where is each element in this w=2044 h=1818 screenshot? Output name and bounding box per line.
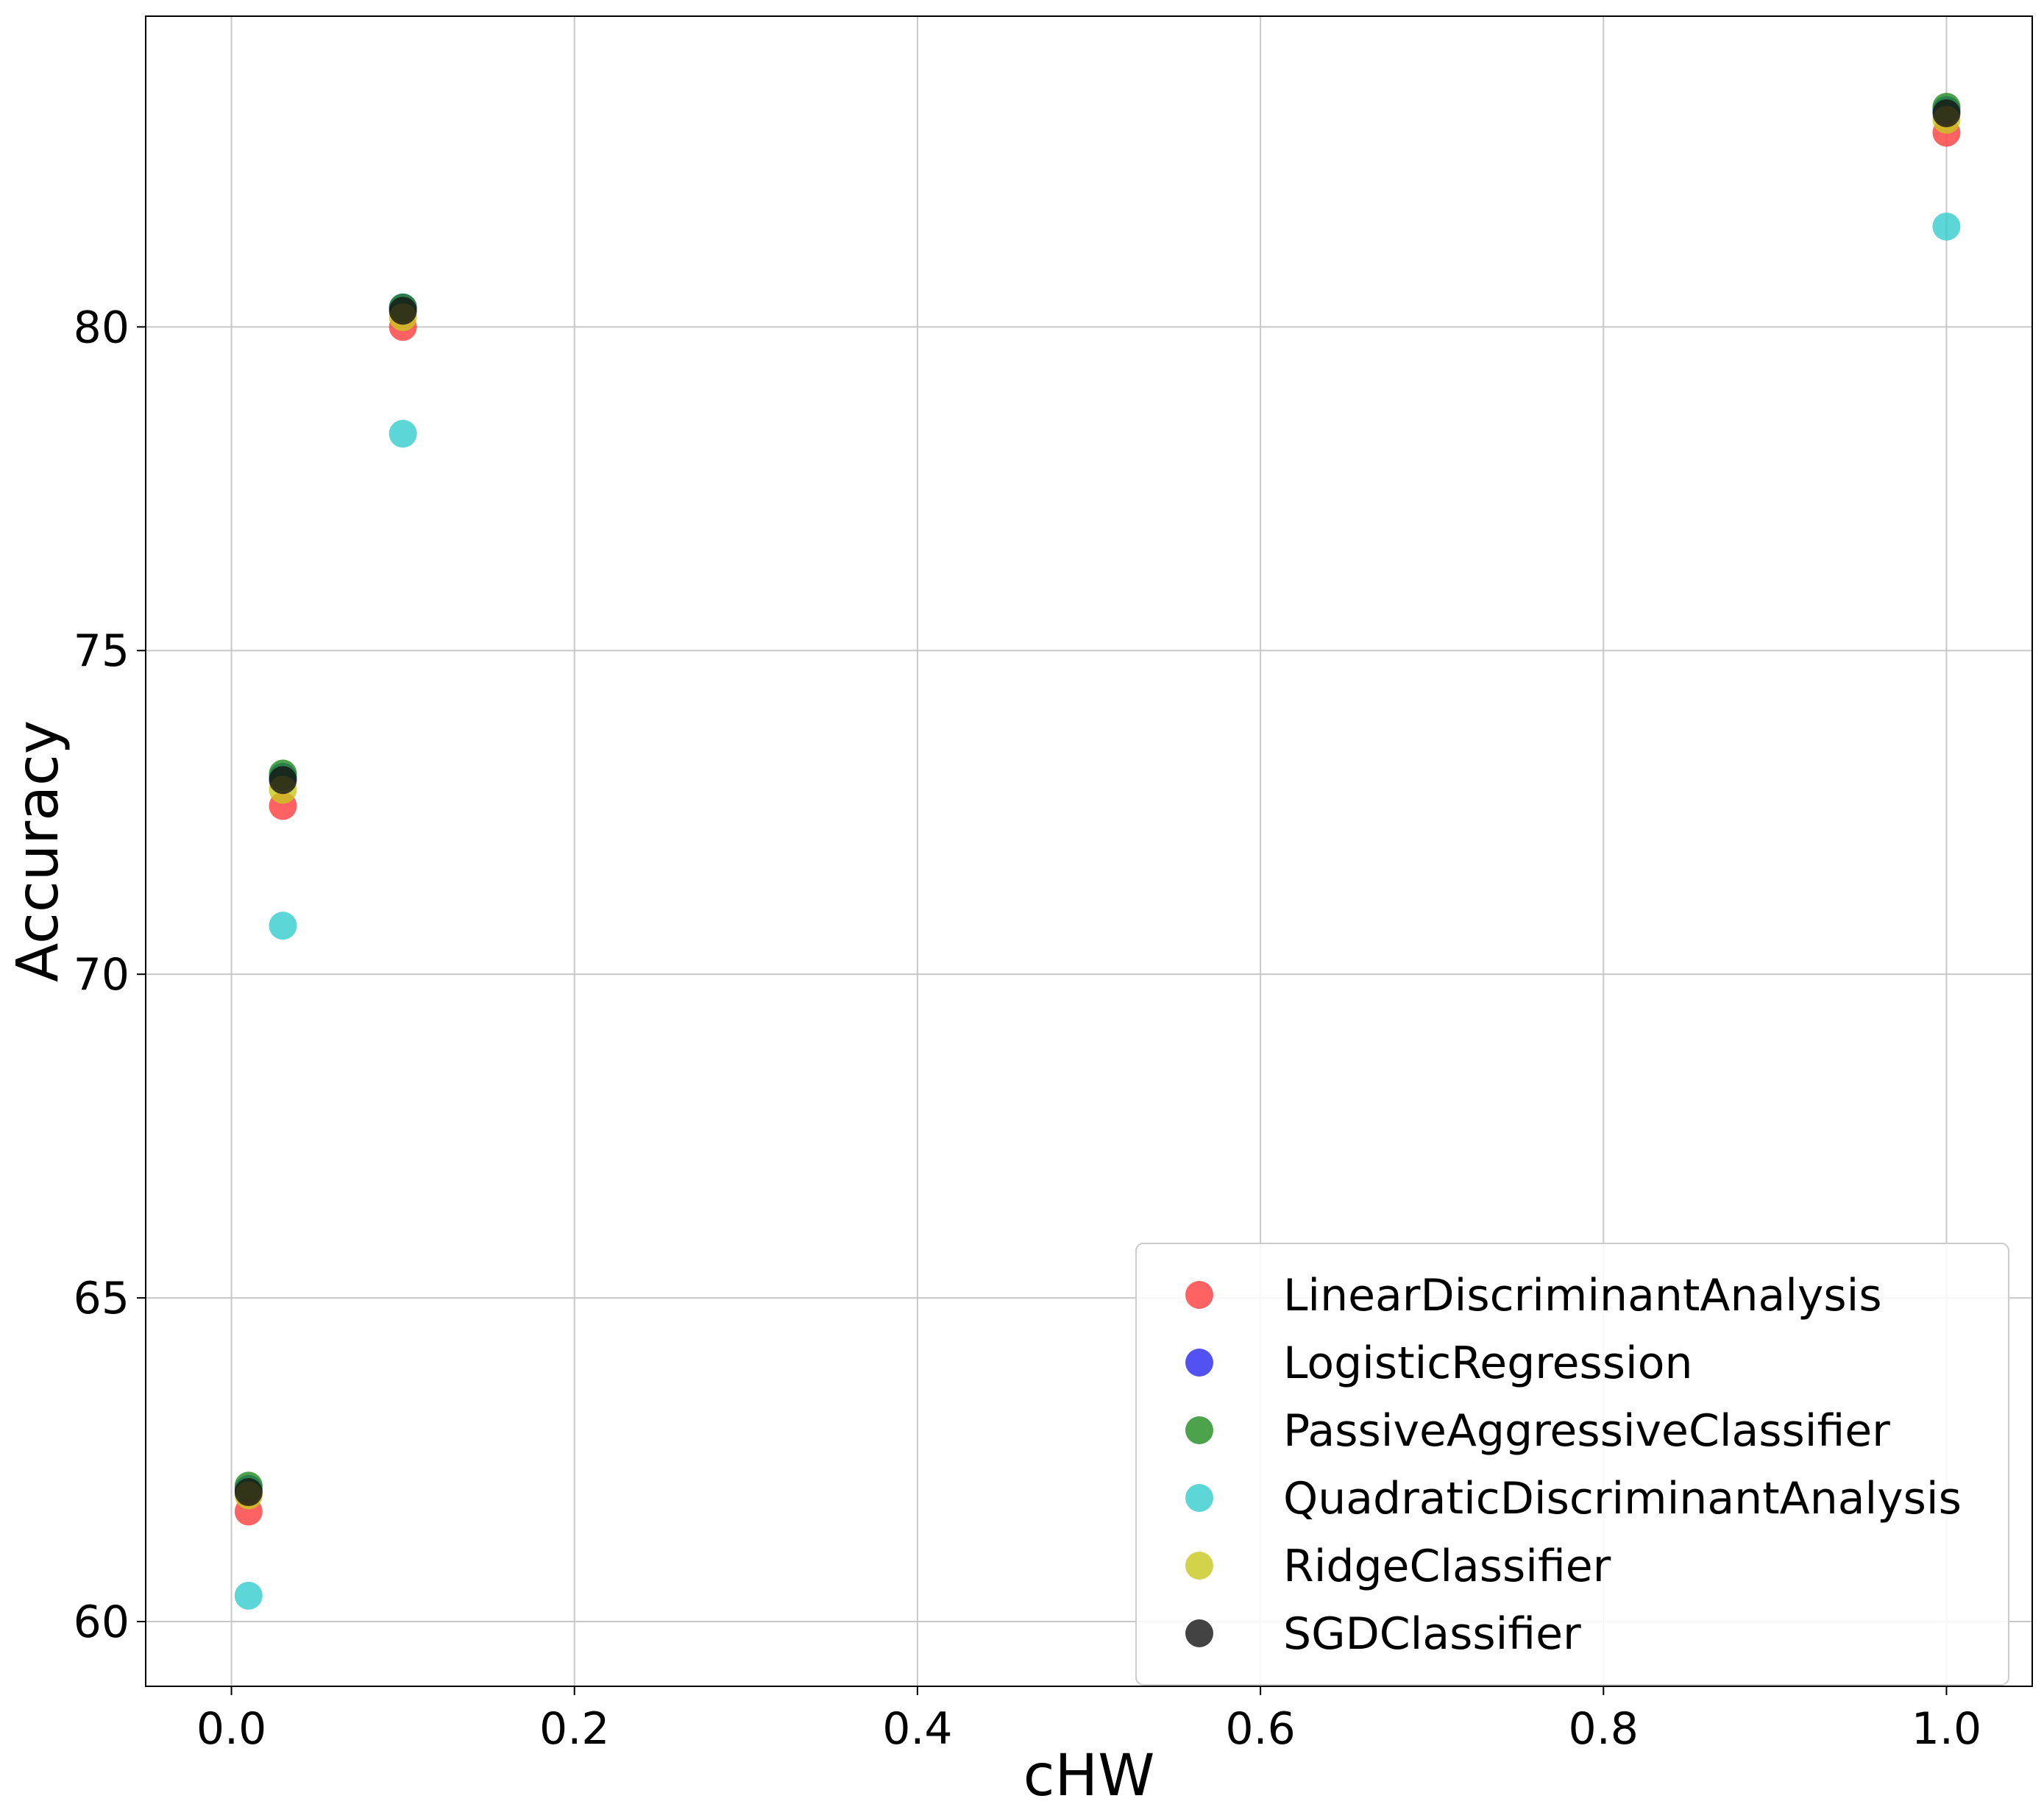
y-tick-label: 75 bbox=[74, 625, 129, 677]
scatter-point bbox=[269, 912, 297, 940]
x-tick-label: 0.4 bbox=[882, 1703, 952, 1755]
y-tick-label: 60 bbox=[74, 1597, 129, 1648]
legend-label: RidgeClassifier bbox=[1283, 1541, 1611, 1592]
scatter-point bbox=[1932, 99, 1961, 127]
scatter-point bbox=[234, 1478, 263, 1507]
x-tick-label: 0.0 bbox=[196, 1703, 266, 1755]
y-tick-label: 70 bbox=[74, 949, 129, 1001]
legend: LinearDiscriminantAnalysis LogisticRegres… bbox=[1135, 1243, 2009, 1686]
y-axis-ticks: 60 65 70 75 80 bbox=[74, 302, 146, 1648]
plot-frame bbox=[145, 15, 2033, 1687]
legend-label: LogisticRegression bbox=[1283, 1338, 1692, 1389]
scatter-point bbox=[1932, 212, 1961, 241]
legend-marker bbox=[1185, 1349, 1213, 1377]
scatter-point bbox=[388, 419, 417, 448]
legend-marker bbox=[1185, 1416, 1213, 1444]
x-tick-label: 0.6 bbox=[1225, 1703, 1295, 1755]
grid bbox=[146, 16, 2032, 1686]
data-points bbox=[234, 93, 1961, 1610]
y-tick-label: 65 bbox=[74, 1273, 129, 1324]
x-axis-label: cHW bbox=[1023, 1743, 1155, 1809]
legend-marker bbox=[1185, 1619, 1213, 1647]
scatter-point bbox=[269, 766, 297, 795]
legend-box bbox=[1135, 1243, 2009, 1686]
x-tick-label: 1.0 bbox=[1912, 1703, 1981, 1755]
x-tick-label: 0.2 bbox=[539, 1703, 609, 1755]
legend-marker bbox=[1185, 1281, 1213, 1309]
legend-label: SGDClassifier bbox=[1283, 1608, 1581, 1660]
legend-marker bbox=[1185, 1484, 1213, 1512]
x-tick-label: 0.8 bbox=[1569, 1703, 1639, 1755]
legend-label: LinearDiscriminantAnalysis bbox=[1283, 1270, 1882, 1321]
x-axis-ticks: 0.0 0.2 0.4 0.6 0.8 1.0 bbox=[196, 1686, 1981, 1755]
y-tick-label: 80 bbox=[74, 302, 129, 353]
legend-label: PassiveAggressiveClassifier bbox=[1283, 1405, 1890, 1457]
scatter-point bbox=[234, 1581, 263, 1610]
legend-marker bbox=[1185, 1552, 1213, 1580]
y-axis-label: Accuracy bbox=[5, 720, 71, 982]
legend-label: QuadraticDiscriminantAnalysis bbox=[1283, 1473, 1962, 1524]
scatter-point bbox=[388, 297, 417, 325]
